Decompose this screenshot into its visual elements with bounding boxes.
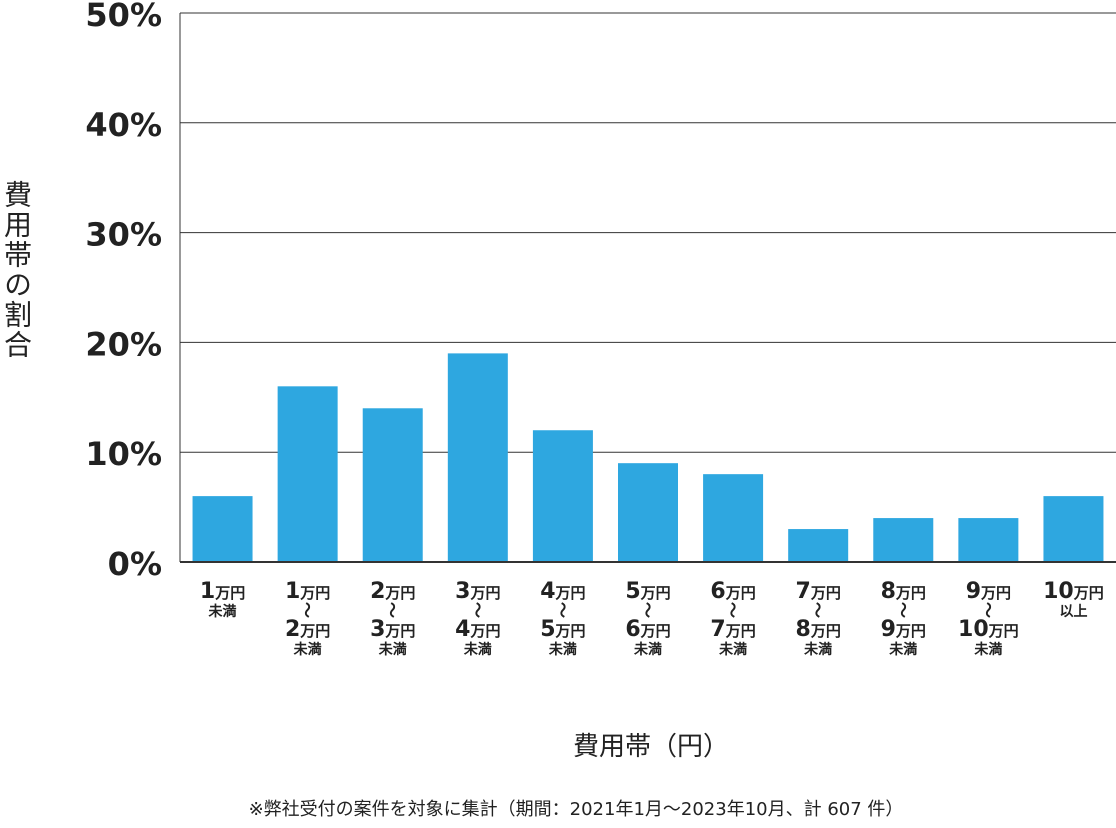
bar <box>618 463 678 562</box>
x-axis-title: 費用帯（円） <box>572 732 729 762</box>
y-tick-label: 20% <box>85 325 162 363</box>
x-tick-label: 〜 <box>298 602 317 618</box>
bar <box>1043 496 1104 562</box>
x-tick-label: 未満 <box>379 641 407 658</box>
x-tick-label: 8万円 <box>881 579 926 604</box>
x-axis-title-wrap: 費用帯（円） <box>0 726 1116 763</box>
x-tick-label: 1万円 <box>200 579 245 604</box>
x-tick-label: 〜 <box>553 602 572 618</box>
bar <box>788 529 849 562</box>
bar <box>532 430 593 562</box>
x-tick-label: 4万円 <box>455 617 500 642</box>
x-tick-label: 10万円 <box>1043 579 1104 604</box>
x-tick-label: 7万円 <box>796 579 841 604</box>
x-tick-label: 〜 <box>978 602 997 618</box>
x-tick-label: 5万円 <box>540 617 585 642</box>
x-tick-label: 未満 <box>719 641 747 658</box>
y-tick-label: 40% <box>85 106 162 144</box>
x-tick-label: 9万円 <box>966 579 1011 604</box>
x-tick-label: 未満 <box>294 641 322 658</box>
bar <box>192 496 253 562</box>
x-tick-label: 2万円 <box>285 617 330 642</box>
x-tick-label: 未満 <box>804 641 832 658</box>
x-tick-label: 未満 <box>209 603 237 620</box>
x-tick-label: 〜 <box>638 602 657 618</box>
footnote: ※弊社受付の案件を対象に集計（期間：2021年1月～2023年10月、計 607… <box>248 799 904 820</box>
bar <box>277 386 338 562</box>
x-tick-label: 〜 <box>468 602 487 618</box>
x-tick-label: 〜 <box>893 602 912 618</box>
x-tick-label: 6万円 <box>710 579 755 604</box>
y-tick-label: 0% <box>108 545 162 583</box>
bar <box>362 408 423 562</box>
bar <box>958 518 1019 562</box>
x-tick-label: 未満 <box>464 641 492 658</box>
x-tick-label: 〜 <box>383 602 402 618</box>
bar <box>873 518 934 562</box>
y-tick-label: 10% <box>85 435 162 473</box>
x-tick-label: 未満 <box>889 641 917 658</box>
x-tick-label: 9万円 <box>881 617 926 642</box>
x-tick-label: 3万円 <box>370 617 415 642</box>
bar <box>447 353 508 562</box>
x-tick-label: 未満 <box>974 641 1002 658</box>
x-tick-label: 以上 <box>1059 604 1087 620</box>
x-tick-label: 6万円 <box>625 617 670 642</box>
x-tick-label: 〜 <box>808 602 827 618</box>
y-axis-title: 費用帯の割合 <box>0 180 33 360</box>
x-tick-label: 未満 <box>549 641 577 658</box>
x-tick-label: 5万円 <box>625 579 670 604</box>
bar <box>703 474 764 562</box>
x-tick-label: 7万円 <box>710 617 755 642</box>
y-tick-label: 50% <box>85 0 162 34</box>
x-tick-label: 未満 <box>634 641 662 658</box>
x-tick-label: 3万円 <box>455 579 500 604</box>
x-tick-label: 4万円 <box>540 579 585 604</box>
x-tick-label: 2万円 <box>370 579 415 604</box>
y-tick-label: 30% <box>85 216 162 254</box>
x-tick-label: 〜 <box>723 602 742 618</box>
x-tick-label: 1万円 <box>285 579 330 604</box>
x-tick-label: 10万円 <box>958 617 1019 642</box>
x-tick-label: 8万円 <box>796 617 841 642</box>
